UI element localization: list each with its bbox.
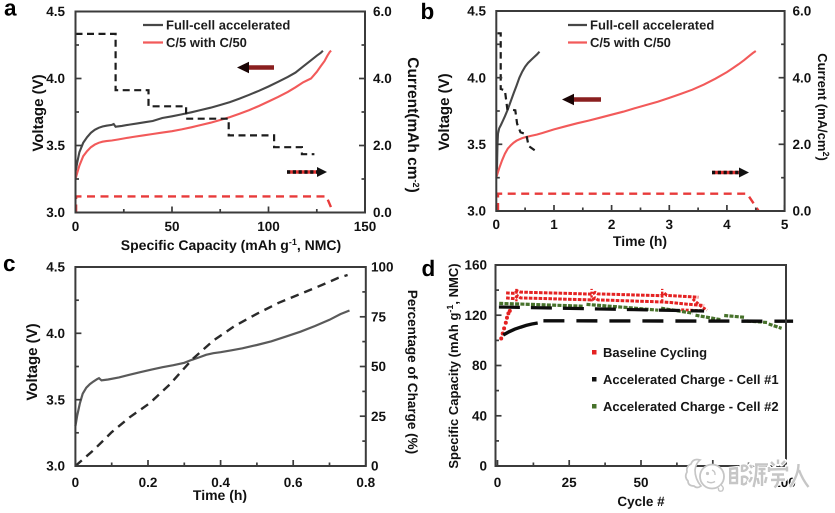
svg-text:100: 100 [257, 219, 280, 234]
svg-text:3: 3 [666, 217, 674, 232]
svg-text:75: 75 [371, 309, 387, 324]
svg-text:Percentage of Charge (%): Percentage of Charge (%) [405, 290, 420, 454]
svg-text:0: 0 [493, 217, 501, 232]
svg-text:5: 5 [781, 217, 789, 232]
svg-text:0: 0 [72, 219, 80, 234]
svg-text:3.5: 3.5 [46, 392, 65, 407]
svg-text:Current (mA/cm2): Current (mA/cm2) [815, 53, 831, 161]
svg-text:Voltage (V): Voltage (V) [24, 323, 41, 400]
svg-text:0.4: 0.4 [211, 475, 230, 490]
svg-text:Current(mAh cm-2): Current(mAh cm-2) [404, 57, 421, 192]
svg-text:25: 25 [562, 475, 578, 490]
svg-text:Specific Capacity (mAh g-1, NM: Specific Capacity (mAh g-1, NMC) [445, 263, 461, 468]
svg-text:0.6: 0.6 [284, 475, 303, 490]
svg-text:25: 25 [371, 409, 387, 424]
svg-text:Voltage (V): Voltage (V) [436, 73, 453, 150]
svg-text:b: b [421, 0, 435, 24]
svg-text:a: a [4, 0, 17, 21]
svg-text:Accelerated Charge - Cell #2: Accelerated Charge - Cell #2 [603, 399, 779, 414]
svg-text:50: 50 [371, 359, 386, 374]
svg-text:4.0: 4.0 [467, 70, 486, 85]
svg-text:6.0: 6.0 [793, 4, 812, 19]
svg-text:4.5: 4.5 [46, 4, 65, 19]
svg-text:2.0: 2.0 [373, 138, 392, 153]
svg-text:150: 150 [354, 219, 377, 234]
svg-text:4.0: 4.0 [373, 71, 392, 86]
svg-text:0.2: 0.2 [139, 475, 158, 490]
svg-text:c: c [3, 251, 16, 276]
svg-text:Time (h): Time (h) [193, 487, 247, 503]
svg-text:0.8: 0.8 [356, 475, 375, 490]
svg-text:4.0: 4.0 [793, 70, 812, 85]
svg-text:3.0: 3.0 [46, 205, 65, 220]
svg-text:Accelerated Charge - Cell #1: Accelerated Charge - Cell #1 [603, 372, 779, 387]
svg-text:3.0: 3.0 [46, 459, 65, 474]
svg-text:2: 2 [608, 217, 616, 232]
svg-text:Cycle #: Cycle # [617, 494, 665, 509]
svg-text:3.5: 3.5 [46, 138, 65, 153]
svg-text:3.5: 3.5 [467, 137, 486, 152]
svg-text:Full-cell accelerated: Full-cell accelerated [590, 18, 714, 33]
svg-text:50: 50 [164, 219, 179, 234]
svg-text:C/5 with C/50: C/5 with C/50 [166, 35, 247, 50]
svg-text:4.5: 4.5 [467, 4, 486, 19]
svg-text:2.0: 2.0 [793, 137, 812, 152]
svg-text:4.0: 4.0 [46, 71, 65, 86]
svg-text:100: 100 [371, 260, 394, 275]
svg-text:160: 160 [464, 258, 487, 273]
svg-text:Full-cell accelerated: Full-cell accelerated [166, 18, 290, 33]
svg-text:80: 80 [472, 358, 487, 373]
svg-text:4.0: 4.0 [46, 326, 65, 341]
svg-text:Specific Capacity (mAh g-1, NM: Specific Capacity (mAh g-1, NMC) [121, 237, 341, 253]
svg-text:1: 1 [550, 217, 558, 232]
svg-text:d: d [422, 256, 436, 281]
svg-text:Voltage (V): Voltage (V) [30, 74, 47, 151]
svg-text:120: 120 [464, 308, 487, 323]
svg-text:0: 0 [494, 475, 502, 490]
svg-text:40: 40 [472, 408, 487, 423]
svg-text:4.5: 4.5 [46, 260, 65, 275]
svg-text:0: 0 [371, 459, 379, 474]
svg-text:0.0: 0.0 [373, 205, 392, 220]
svg-text:0: 0 [479, 459, 487, 474]
svg-text:6.0: 6.0 [373, 4, 392, 19]
svg-text:4: 4 [723, 217, 731, 232]
svg-text:0.0: 0.0 [793, 204, 812, 219]
svg-text:Time (h): Time (h) [613, 233, 667, 249]
svg-text:3.0: 3.0 [467, 204, 486, 219]
svg-text:C/5 with C/50: C/5 with C/50 [590, 35, 671, 50]
svg-text:50: 50 [633, 475, 648, 490]
svg-text:Baseline Cycling: Baseline Cycling [603, 345, 707, 360]
svg-text:0: 0 [72, 475, 80, 490]
